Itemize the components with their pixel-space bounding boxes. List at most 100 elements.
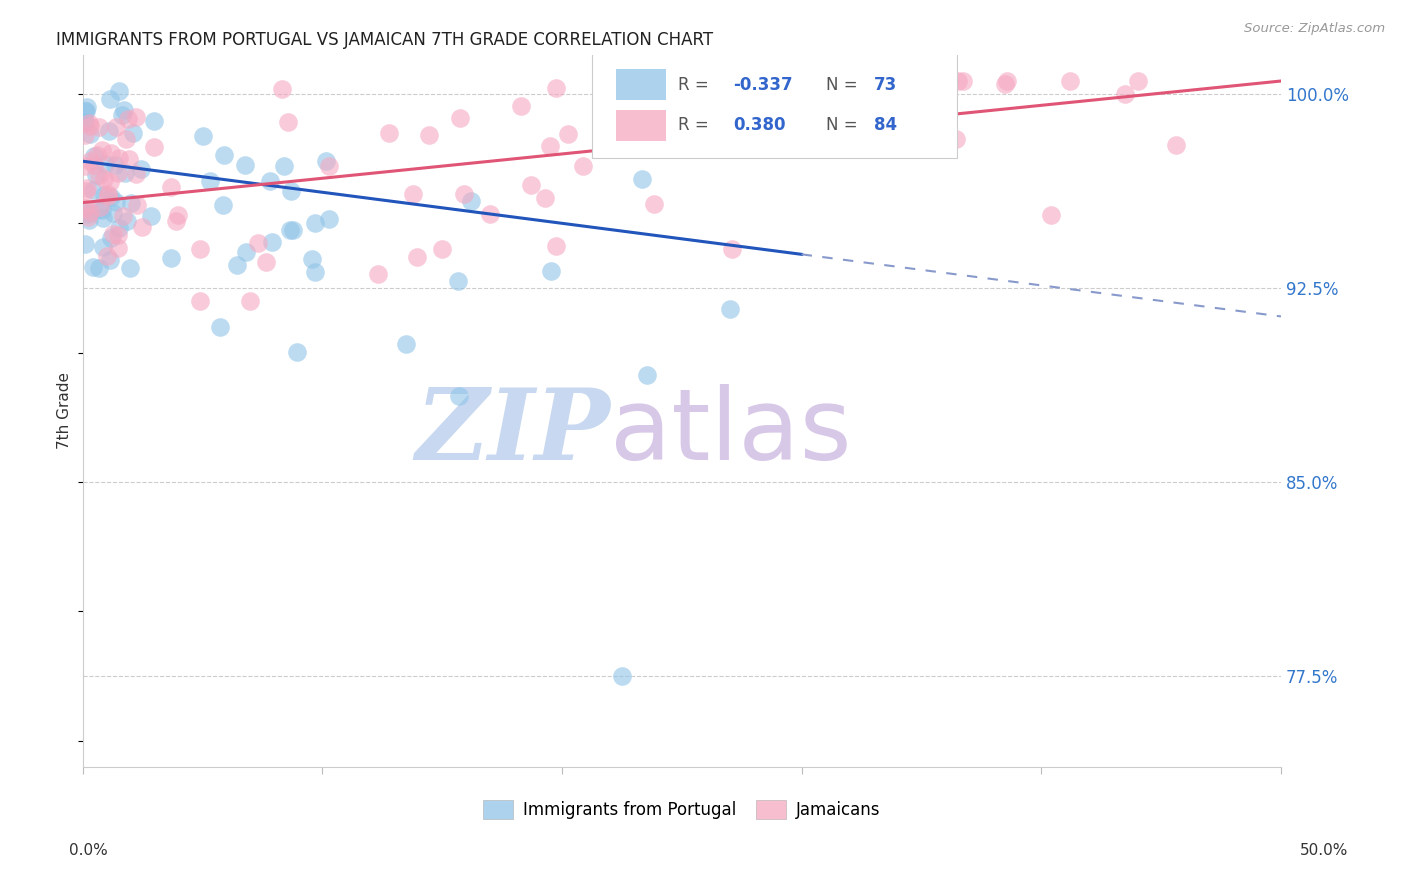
FancyBboxPatch shape: [592, 52, 957, 158]
Point: [96, 249, 118, 263]
Point: [129, 161, 152, 176]
Point: [273, 159, 295, 173]
Point: [395, 337, 418, 351]
Point: [546, 80, 568, 95]
Point: [79, 128, 101, 142]
Point: [304, 216, 326, 230]
Point: [89, 260, 111, 275]
Point: [377, 126, 399, 140]
Text: N =: N =: [825, 116, 862, 135]
Point: [93, 171, 115, 186]
Point: [610, 669, 633, 683]
Point: [1114, 87, 1136, 101]
Text: atlas: atlas: [610, 384, 852, 481]
Point: [167, 208, 190, 222]
Point: [945, 132, 967, 146]
Point: [73, 115, 96, 129]
Point: [260, 235, 283, 249]
Point: [115, 132, 138, 146]
Point: [225, 258, 247, 272]
Point: [87, 202, 110, 216]
Text: 50.0%: 50.0%: [1301, 843, 1348, 858]
Point: [91, 143, 114, 157]
Point: [285, 345, 308, 359]
Point: [141, 210, 163, 224]
Point: [212, 198, 235, 212]
Point: [277, 115, 299, 129]
Point: [104, 120, 127, 135]
Point: [82, 260, 104, 274]
Point: [111, 108, 134, 122]
Point: [79, 119, 101, 133]
Point: [117, 214, 139, 228]
Point: [143, 114, 166, 128]
Text: ZIP: ZIP: [415, 384, 610, 481]
Point: [100, 231, 122, 245]
Point: [97, 186, 120, 201]
Text: IMMIGRANTS FROM PORTUGAL VS JAMAICAN 7TH GRADE CORRELATION CHART: IMMIGRANTS FROM PORTUGAL VS JAMAICAN 7TH…: [56, 31, 713, 49]
Point: [107, 221, 129, 235]
Point: [77, 213, 100, 227]
Point: [946, 74, 969, 88]
Point: [100, 146, 122, 161]
Point: [125, 167, 148, 181]
Point: [994, 77, 1017, 91]
Point: [86, 147, 108, 161]
Point: [318, 159, 340, 173]
Point: [447, 275, 470, 289]
Point: [91, 202, 114, 217]
Point: [91, 211, 114, 226]
Point: [938, 74, 960, 88]
Point: [418, 128, 440, 142]
Point: [120, 196, 142, 211]
Point: [995, 74, 1018, 88]
Point: [1040, 208, 1063, 222]
Point: [235, 244, 257, 259]
Point: [75, 203, 97, 218]
Point: [212, 148, 235, 162]
Point: [721, 242, 744, 256]
Point: [1059, 74, 1081, 88]
Point: [98, 253, 121, 268]
Point: [247, 236, 270, 251]
Point: [571, 159, 593, 173]
Point: [93, 188, 115, 202]
Point: [631, 171, 654, 186]
Point: [233, 158, 256, 172]
Point: [540, 263, 562, 277]
Point: [82, 183, 104, 197]
Point: [108, 152, 131, 166]
Point: [860, 106, 883, 120]
Point: [79, 154, 101, 169]
Point: [188, 293, 211, 308]
Point: [73, 128, 96, 142]
Text: R =: R =: [678, 76, 714, 94]
Point: [84, 169, 107, 183]
Point: [107, 240, 129, 254]
Point: [318, 212, 340, 227]
Text: 84: 84: [873, 116, 897, 135]
Point: [77, 207, 100, 221]
Point: [104, 158, 127, 172]
Point: [118, 153, 141, 167]
Point: [87, 168, 110, 182]
Point: [98, 176, 121, 190]
Point: [118, 260, 141, 275]
Point: [533, 191, 555, 205]
Text: -0.337: -0.337: [734, 76, 793, 94]
Point: [209, 319, 232, 334]
Point: [315, 153, 337, 168]
Point: [952, 74, 974, 88]
Point: [73, 104, 96, 119]
Point: [165, 213, 187, 227]
Point: [254, 255, 277, 269]
Point: [112, 210, 135, 224]
Point: [100, 190, 122, 204]
Point: [73, 159, 96, 173]
Point: [546, 239, 568, 253]
Point: [447, 389, 470, 403]
Point: [98, 124, 121, 138]
Point: [720, 302, 742, 317]
Point: [76, 100, 98, 114]
Point: [89, 200, 111, 214]
